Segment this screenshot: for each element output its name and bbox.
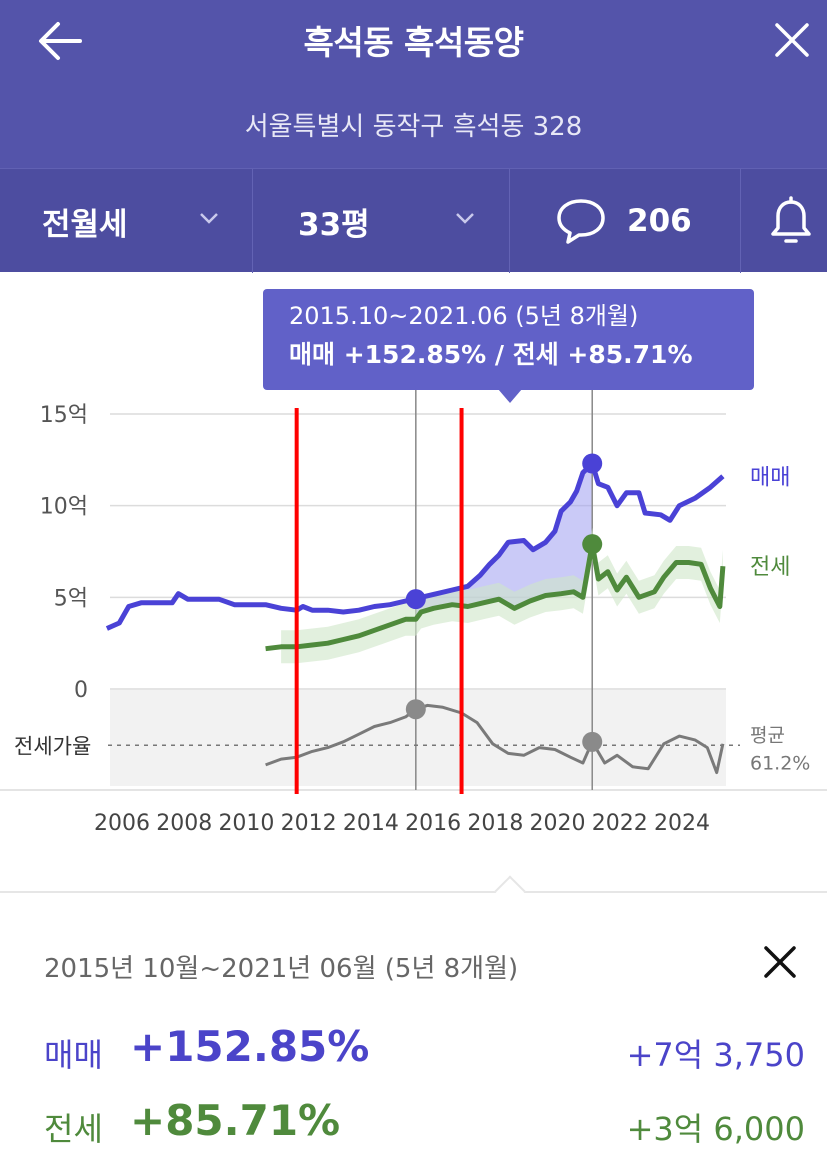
ratio-line [265,703,725,775]
sale-label: 매매 [44,1036,103,1074]
y-tick-label: 10억 [40,495,88,520]
filter-divider [252,169,253,273]
x-tick-label: 2012 [281,811,337,836]
area-label: 33평 [298,206,370,243]
x-tick-label: 2010 [218,811,274,836]
ratio-marker[interactable] [582,731,603,752]
chevron-down-icon [200,213,218,224]
sale-marker[interactable] [405,589,426,610]
sale-line [105,461,725,631]
chevron-down-icon [456,213,474,224]
x-tick-label: 2018 [467,811,523,836]
page-title: 흑석동 흑석동양 [303,23,524,62]
lease-spread-area [281,527,723,664]
x-tick-label: 2022 [592,811,648,836]
lease-marker[interactable] [582,534,603,555]
y-tick-label: 0 [74,678,88,703]
ratio-marker[interactable] [405,699,426,720]
lease-label: 전세 [44,1110,103,1148]
x-tick-label: 2014 [343,811,399,836]
panel-notch [494,875,526,907]
sale-percent: +152.85% [130,1022,370,1071]
chart-series [105,461,740,775]
address-text: 서울특별시 동작구 흑석동 328 [244,112,583,142]
bell-icon [771,196,811,243]
x-tick-label: 2024 [654,811,710,836]
y-tick-label: 5억 [54,586,88,611]
comments-button[interactable]: 206 [555,169,735,273]
close-icon [764,946,796,978]
title-row: 흑석동 흑석동양 [0,0,827,86]
y-tick-label: 15억 [40,403,88,428]
tooltip-period: 2015.10~2021.06 (5년 8개월) [289,302,639,330]
x-tick-label: 2020 [530,811,586,836]
x-tick-label: 2006 [94,811,150,836]
lease-line [265,541,726,652]
ratio-average-value: 61.2% [750,752,810,774]
area-dropdown[interactable]: 33평 [298,169,508,273]
lease-series-label: 전세 [750,555,790,580]
x-tick-label: 2008 [156,811,212,836]
lease-percent: +85.71% [130,1096,341,1145]
filter-bar: 전월세 33평 206 [0,168,827,273]
notification-button[interactable] [768,169,818,273]
lease-amount: +3억 6,000 [626,1110,805,1148]
chat-bubble-icon [557,199,605,244]
chart-markers[interactable] [405,453,603,752]
sale-series-label: 매매 [750,465,790,490]
comment-count: 206 [627,203,692,239]
annotation-lines [294,408,464,794]
back-button[interactable] [30,14,90,70]
filter-divider [509,169,510,273]
deal-type-dropdown[interactable]: 전월세 [42,169,252,273]
close-icon [775,23,809,57]
tooltip-summary: 매매 +152.85% / 전세 +85.71% [289,340,693,369]
x-tick-label: 2016 [405,811,461,836]
ratio-label: 전세가율 [14,734,91,758]
tooltip-arrow [498,389,522,403]
sale-amount: +7억 3,750 [626,1036,805,1074]
panel-separator [0,891,827,893]
app-header: 흑석동 흑석동양 서울특별시 동작구 흑석동 328 전월세 33평 [0,0,827,273]
detail-period: 2015년 10월~2021년 06월 (5년 8개월) [44,954,519,984]
back-arrow-icon [39,22,82,60]
detail-close-button[interactable] [760,942,800,982]
ratio-average-label: 평균 [750,724,785,746]
range-tooltip: 2015.10~2021.06 (5년 8개월) 매매 +152.85% / 전… [263,289,754,390]
sale-marker[interactable] [582,453,603,474]
close-button[interactable] [765,14,821,70]
price-chart[interactable]: 15억 10억 5억 0 2006 2008 2010 2012 2014 2016 2018 202… [0,272,827,852]
filter-divider [740,169,741,273]
chart-labels: 15억 10억 5억 0 2006 2008 2010 2012 2014 2016 2018 202… [14,403,810,836]
deal-type-label: 전월세 [42,206,128,243]
